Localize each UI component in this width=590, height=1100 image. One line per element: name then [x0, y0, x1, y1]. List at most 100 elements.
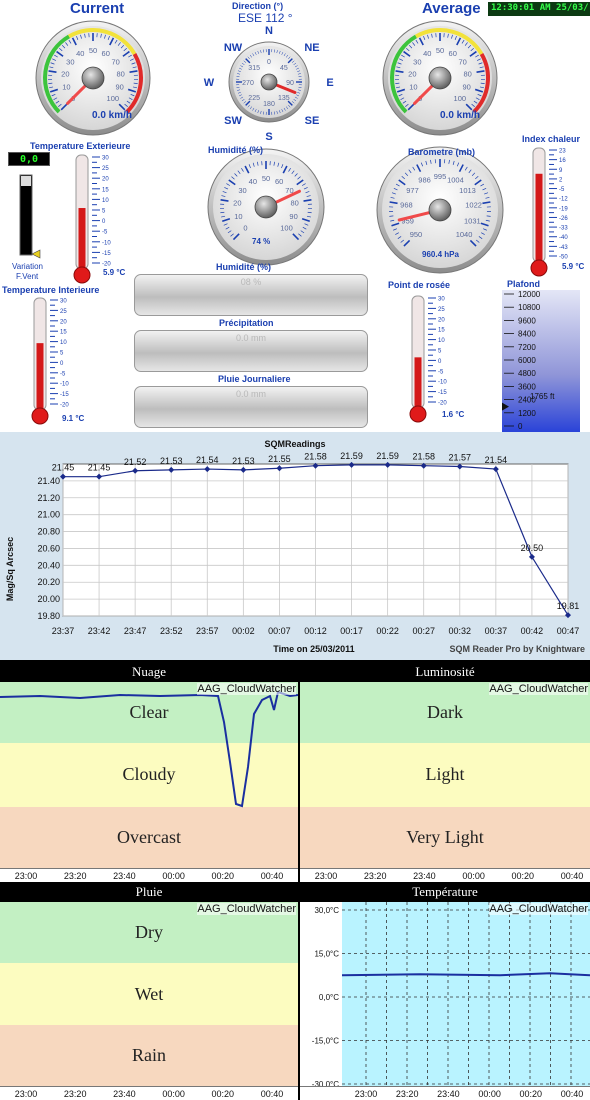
sqm-chart-title: SQMReadings [264, 439, 325, 449]
rain-band: Rain [0, 1025, 298, 1086]
current-wind-gauge-tick [53, 97, 58, 100]
humidity-gauge-tick-label: 40 [249, 177, 257, 186]
temperature-panel: 30,0°C 15,0°C 0,0°C -15,0°C -30,0°C AAG_Clou… [300, 902, 590, 1086]
interior-thermometer-tick-label: 15 [60, 330, 67, 336]
time-tick-label: 00:40 [560, 871, 584, 881]
overcast-band: Overcast [0, 806, 298, 868]
exterior-thermometer-tick-label: 30 [102, 156, 109, 162]
pluie-panel: Dry Wet Rain AAG_CloudWatcher [0, 902, 298, 1086]
ceiling-marker [502, 402, 509, 411]
humidity-gauge-tick [221, 195, 226, 197]
sqm-data-point [204, 466, 211, 473]
compass-tick [293, 62, 297, 65]
humidity-gauge-tick [225, 226, 230, 230]
barometer-gauge-tick [404, 172, 409, 176]
sqm-data-label: 21.54 [196, 455, 219, 465]
current-wind-gauge-tick [65, 42, 69, 46]
compass-tick [273, 111, 275, 115]
current-wind-gauge-hub [81, 66, 105, 90]
sqm-y-axis-label: Mag/Sq Arcsec [5, 537, 15, 601]
barometer-gauge-tick [403, 239, 411, 247]
humidity-gauge-tick [306, 195, 311, 197]
current-wind-gauge-tick [124, 103, 128, 107]
barometer-gauge-tick [480, 183, 485, 187]
temp-y-tick-label: 30,0°C [314, 906, 339, 915]
sqm-x-tick-label: 00:42 [521, 626, 544, 636]
compass-tick [249, 54, 252, 58]
current-wind-gauge-tick [54, 54, 58, 58]
humidity-gauge-tick [307, 211, 312, 214]
average-wind-gauge-tick [475, 97, 480, 100]
barometer-title: Barometre (mb) [408, 147, 476, 157]
sqm-readings-chart: SQMReadings Mag/Sq Arcsec Time on 25/03/… [0, 432, 590, 660]
humidity-gauge-tick [306, 215, 311, 218]
sqm-data-label: 19.81 [557, 601, 580, 611]
sqm-x-tick-label: 00:22 [376, 626, 399, 636]
exterior-thermometer: 30 25 20 15 10 5 0 -5 -10 -15 -20 [73, 154, 111, 284]
humidity-gauge-tick [294, 173, 298, 177]
time-tick-label: 00:00 [162, 871, 185, 881]
exterior-temp-reading: 5.9 °C [103, 268, 126, 277]
cloudy-band: Cloudy [0, 743, 298, 807]
compass-tick [283, 53, 286, 57]
compass-tick [294, 65, 298, 68]
pluie-time-axis: 23:00 23:20 23:40 00:00 00:20 00:40 [0, 1086, 298, 1100]
humidity-gauge-tick-label: 50 [262, 174, 270, 183]
time-tick-label: 00:40 [260, 871, 284, 881]
compass-tick [245, 100, 251, 106]
current-wind-gauge-tick [60, 103, 68, 111]
exterior-thermometer-tick-label: 15 [102, 187, 109, 193]
average-wind-gauge-tick-label: 50 [436, 46, 444, 55]
average-wind-gauge-tick [407, 103, 415, 111]
current-wind-gauge-tick [49, 88, 59, 93]
time-tick-label: 23:00 [314, 871, 338, 881]
humidity-gauge-tick [241, 167, 244, 172]
dewpoint-thermometer-tick-label: 20 [438, 317, 445, 323]
average-wind-gauge-tick [478, 62, 483, 65]
sqm-data-label: 21.54 [485, 455, 508, 465]
compass-degree-label: 90 [286, 80, 294, 87]
humidity-gauge-tick [257, 161, 259, 166]
barometer-gauge-tick [393, 187, 398, 191]
current-wind-gauge-tick [126, 100, 131, 104]
barometer-gauge-tick [430, 159, 432, 164]
sqm-data-label: 21.45 [52, 463, 75, 473]
barometer-gauge-tick [390, 196, 395, 199]
current-wind-gauge-tick [114, 39, 118, 44]
dewpoint-thermometer-tick-label: -15 [438, 390, 447, 396]
current-wind-gauge-tick [123, 47, 127, 52]
sqm-data-point [96, 473, 103, 480]
average-wind-gauge-tick [423, 36, 426, 41]
ceiling-tick-label: 10800 [518, 303, 541, 312]
barometer-gauge-tick [400, 239, 405, 243]
ceiling-tick-label: 6000 [518, 356, 536, 365]
wind-variation-marker [31, 249, 41, 259]
time-tick-label: 00:20 [519, 1089, 543, 1099]
average-wind-gauge-tick [474, 88, 484, 93]
compass-tick [263, 111, 265, 115]
time-tick-label: 23:00 [14, 1089, 38, 1099]
current-wind-gauge-tick [131, 62, 136, 65]
sqm-data-point [384, 461, 391, 468]
exterior-thermometer-tick-label: 25 [102, 166, 109, 172]
current-wind-gauge-tick [120, 44, 125, 49]
sqm-data-point [528, 553, 535, 560]
compass-degree-label: 0 [267, 59, 271, 66]
humidity-gauge-tick [227, 230, 232, 234]
compass-tick [252, 107, 255, 111]
barometer-gauge-tick [395, 232, 399, 235]
sqm-data-point [60, 473, 66, 480]
wet-band: Wet [0, 962, 298, 1026]
time-tick-label: 23:00 [14, 871, 38, 881]
barometer-gauge-tick [475, 176, 479, 180]
wind-variation-bar [19, 174, 33, 256]
compass-label-n: N [265, 25, 273, 37]
barometer-gauge-tick [468, 169, 472, 174]
exterior-thermometer-tick-label: -20 [102, 262, 111, 268]
humidity-gauge-tick [244, 165, 250, 174]
compass-tick [298, 86, 302, 88]
humidity-gauge-tick [291, 170, 295, 175]
humidity-gauge-tick [222, 217, 231, 222]
ceiling-title: Plafond [507, 279, 540, 289]
barometer-gauge-tick [475, 239, 480, 243]
